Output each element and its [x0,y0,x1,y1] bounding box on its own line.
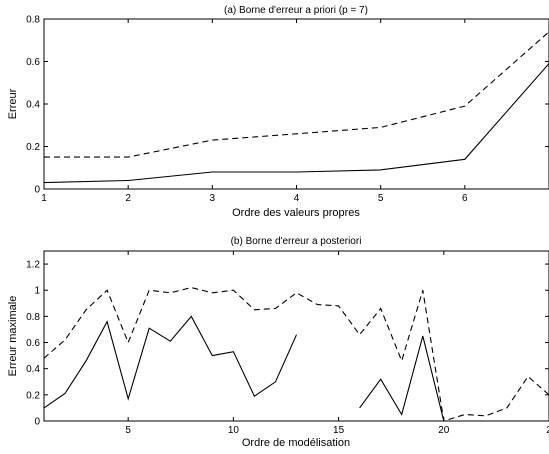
chart-a-xlabel: Ordre des valeurs propres [232,207,360,219]
series-line-solid [43,315,445,422]
x-tick-label: 5 [125,425,131,436]
x-tick-label: 3 [210,193,216,204]
chart-b-title: (b) Borne d'erreur a posteriori [231,236,362,247]
y-tick-label: 0.2 [26,390,40,401]
y-tick-label: 1 [34,286,40,297]
chart-a-y-ticks: 0 0.2 0.4 0.6 0.8 [26,15,549,196]
y-tick-label: 0.8 [26,15,40,26]
y-tick-label: 0.6 [26,338,40,349]
chart-a-series [43,31,549,184]
x-tick-label: 6 [462,193,468,204]
chart-b-ylabel: Erreur maximale [7,296,19,377]
x-tick-label: 1 [41,193,47,204]
chart-a-frame [43,18,549,190]
x-tick-label: 2 [125,193,131,204]
x-tick-label: 4 [294,193,300,204]
chart-b-series [43,287,549,422]
chart-a: (a) Borne d'erreur a priori (p = 7) Ordr… [7,5,549,219]
series-line-dashed [44,31,549,158]
y-tick-label: 0.2 [26,142,40,153]
x-tick-label: 5 [378,193,384,204]
chart-a-ylabel: Erreur [7,88,19,119]
y-tick-label: 0 [34,185,40,196]
series-line-solid [43,63,549,184]
y-tick-label: 0.4 [26,100,40,111]
chart-b-frame [43,250,549,422]
y-tick-label: 0 [34,417,40,428]
series-line-dashed [43,287,549,422]
x-tick-label: 20 [438,425,450,436]
chart-b-y-ticks: 0 0.2 0.4 0.6 0.8 1 1.2 [26,260,549,428]
chart-b: (b) Borne d'erreur a posteriori Ordre de… [7,236,549,449]
chart-b-x-ticks: 5 10 15 20 2 [125,251,549,436]
y-tick-label: 0.6 [26,57,40,68]
y-tick-label: 1.2 [26,260,40,271]
chart-a-title: (a) Borne d'erreur a priori (p = 7) [224,5,368,16]
x-tick-label: 15 [333,425,345,436]
y-tick-label: 0.4 [26,364,40,375]
chart-a-x-ticks: 1 2 3 4 5 6 [41,19,468,204]
x-tick-label: 2 [546,425,549,436]
x-tick-label: 10 [228,425,240,436]
y-tick-label: 0.8 [26,312,40,323]
chart-b-xlabel: Ordre de modélisation [242,437,350,449]
